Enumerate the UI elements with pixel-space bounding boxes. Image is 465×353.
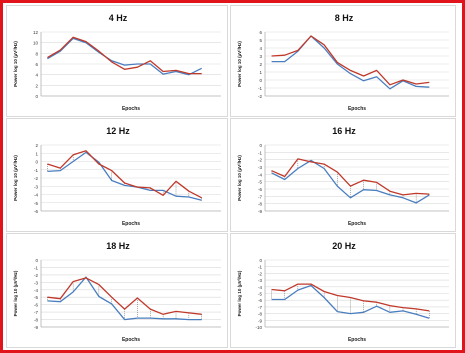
chart-svg: 8 Hz -2 -1 0 1 2 3 4 5 6 Epochs Power log 10 (µV²/H… [237,13,449,112]
y-tick-label: 0 [35,258,38,263]
chart-panel-4hz: 4 Hz 0 2 4 6 8 10 12 Epochs Power log 10 (µV²/Hz) [6,5,228,117]
x-axis-label: Epochs [348,221,366,227]
y-tick-label: -9 [258,318,262,323]
chart-svg: 18 Hz -9 -8 -7 -6 -5 -4 -3 -2 -1 0 Epochs Power log … [13,241,221,343]
chart-title: 12 Hz [106,126,130,136]
series-line [271,35,430,90]
y-tick-label: -10 [255,325,262,330]
y-tick-label: -5 [34,201,38,206]
y-tick-label: -6 [34,303,38,308]
y-tick-label: -8 [258,312,262,317]
y-tick-label: -6 [258,298,262,303]
y-tick-label: 2 [35,143,38,148]
y-axis-label: Power log 10 (µV²/Hz) [237,41,242,87]
y-tick-label: 4 [259,46,262,51]
x-axis-label: Epochs [348,106,366,112]
y-tick-label: -4 [258,172,262,177]
series-line [47,151,202,201]
chart-title: 4 Hz [109,13,128,23]
y-tick-label: 0 [35,94,38,99]
series-line [271,284,430,319]
y-tick-label: -8 [34,318,38,323]
y-tick-label: -9 [34,325,38,330]
y-tick-label: -7 [258,305,262,310]
y-tick-label: 2 [35,83,38,88]
y-axis-label: Power log 10 (µV²/Hz) [13,41,18,87]
y-tick-label: -2 [258,94,262,99]
y-tick-label: 0 [259,258,262,263]
y-tick-label: -8 [258,202,262,207]
chart-panel-12hz: 12 Hz -6 -5 -4 -3 -2 -1 0 1 2 Epochs Power log 10 (… [6,118,228,232]
x-axis-label: Epochs [122,106,140,112]
x-axis-label: Epochs [122,221,140,227]
y-tick-label: -4 [34,193,38,198]
y-tick-label: -2 [34,176,38,181]
y-tick-label: -5 [258,292,262,297]
y-tick-label: -3 [34,280,38,285]
y-tick-label: -2 [34,273,38,278]
chart-svg: 12 Hz -6 -5 -4 -3 -2 -1 0 1 2 Epochs Power log 10 (… [13,126,221,227]
y-tick-label: 1 [259,70,262,75]
series-line [47,37,202,76]
y-tick-label: -3 [258,278,262,283]
y-tick-label: -7 [34,310,38,315]
chart-panel-18hz: 18 Hz -9 -8 -7 -6 -5 -4 -3 -2 -1 0 Epochs Power log … [6,233,228,348]
y-axis-label: Power log 10 (µV²/Hz) [237,270,242,316]
chart-svg: 4 Hz 0 2 4 6 8 10 12 Epochs Power log 10 (µV²/Hz) [13,13,221,112]
x-axis-label: Epochs [122,337,140,343]
chart-panel-20hz: 20 Hz -10 -9 -8 -7 -6 -5 -4 -3 -2 -1 0 Epochs Power l… [230,233,456,348]
y-tick-label: 10 [33,41,39,46]
series-line [47,276,202,321]
chart-panel-16hz: 16 Hz -9 -8 -7 -6 -5 -4 -3 -2 -1 0 Epochs Power log … [230,118,456,232]
y-tick-label: -7 [258,194,262,199]
y-axis-label: Power log 10 (µV²/Hz) [237,155,242,201]
y-tick-label: -5 [34,295,38,300]
y-tick-label: 6 [35,62,38,67]
y-axis-label: Power log 10 (µV²/Hz) [13,155,18,201]
y-tick-label: -6 [34,209,38,214]
y-tick-label: 8 [35,51,38,56]
y-tick-label: 0 [35,160,38,165]
y-tick-label: -1 [34,168,38,173]
y-axis-label: Power log 10 (µV²/Hz) [13,270,18,316]
y-tick-label: 12 [33,30,39,35]
y-tick-label: 4 [35,73,38,78]
y-tick-label: -1 [258,86,262,91]
y-tick-label: -1 [258,265,262,270]
chart-panel-8hz: 8 Hz -2 -1 0 1 2 3 4 5 6 Epochs Power log 10 (µV²/H… [230,5,456,117]
series-line [47,277,202,315]
y-tick-label: -4 [258,285,262,290]
chart-title: 18 Hz [106,241,130,251]
y-tick-label: 0 [259,78,262,83]
series-line [47,36,202,75]
y-tick-label: 2 [259,62,262,67]
series-line [271,159,430,204]
series-line [47,150,202,199]
y-tick-label: 0 [259,143,262,148]
y-tick-label: -5 [258,180,262,185]
y-tick-label: -3 [258,165,262,170]
chart-title: 16 Hz [332,126,356,136]
y-tick-label: -2 [258,271,262,276]
y-tick-label: -4 [34,288,38,293]
series-line [271,283,430,312]
y-tick-label: 3 [259,54,262,59]
chart-title: 8 Hz [335,13,354,23]
y-tick-label: -6 [258,187,262,192]
y-tick-label: -2 [258,158,262,163]
y-tick-label: 5 [259,38,262,43]
x-axis-label: Epochs [348,337,366,343]
chart-title: 20 Hz [332,241,356,251]
y-tick-label: -3 [34,184,38,189]
y-tick-label: -1 [34,265,38,270]
series-line [271,158,430,196]
y-tick-label: -1 [258,150,262,155]
y-tick-label: -9 [258,209,262,214]
y-tick-label: 1 [35,151,38,156]
chart-svg: 16 Hz -9 -8 -7 -6 -5 -4 -3 -2 -1 0 Epochs Power log … [237,126,449,227]
series-line [271,35,430,86]
y-tick-label: 6 [259,30,262,35]
